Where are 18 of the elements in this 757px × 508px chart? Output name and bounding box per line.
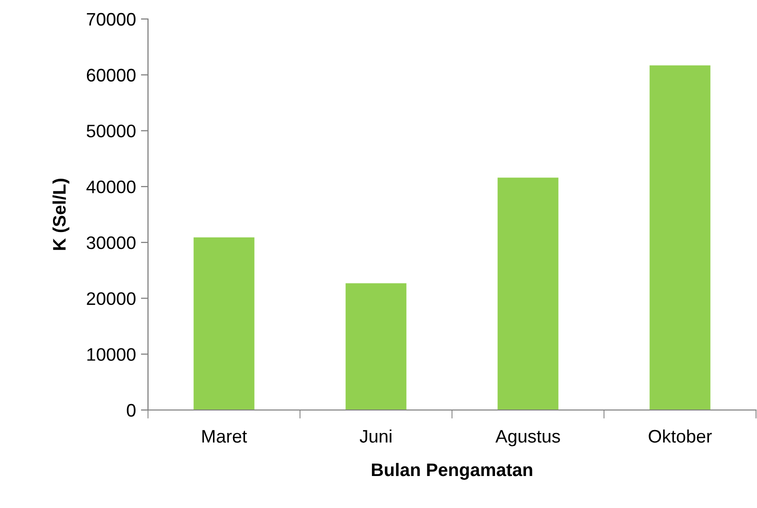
y-tick-label: 20000 [86,292,136,306]
bar [650,65,710,410]
y-tick-label: 0 [126,404,136,417]
y-tick-label: 10000 [87,348,136,361]
y-axis-title: K (Sel/L) [52,178,70,250]
x-tick-label: Maret [202,430,247,443]
x-tick-label: Oktober [648,429,712,443]
bar [346,283,406,410]
y-tick-label: 60000 [86,68,136,82]
y-tick-label: 30000 [86,236,136,250]
x-tick-label: Juni [360,429,392,443]
bar [498,178,558,410]
bar [194,237,254,410]
x-tick-label: Agustus [495,430,560,446]
y-tick-label: 70000 [86,12,136,26]
y-tick-label: 50000 [86,124,136,138]
x-axis-title: Bulan Pengamatan [372,462,532,480]
y-tick-label: 40000 [86,180,136,194]
